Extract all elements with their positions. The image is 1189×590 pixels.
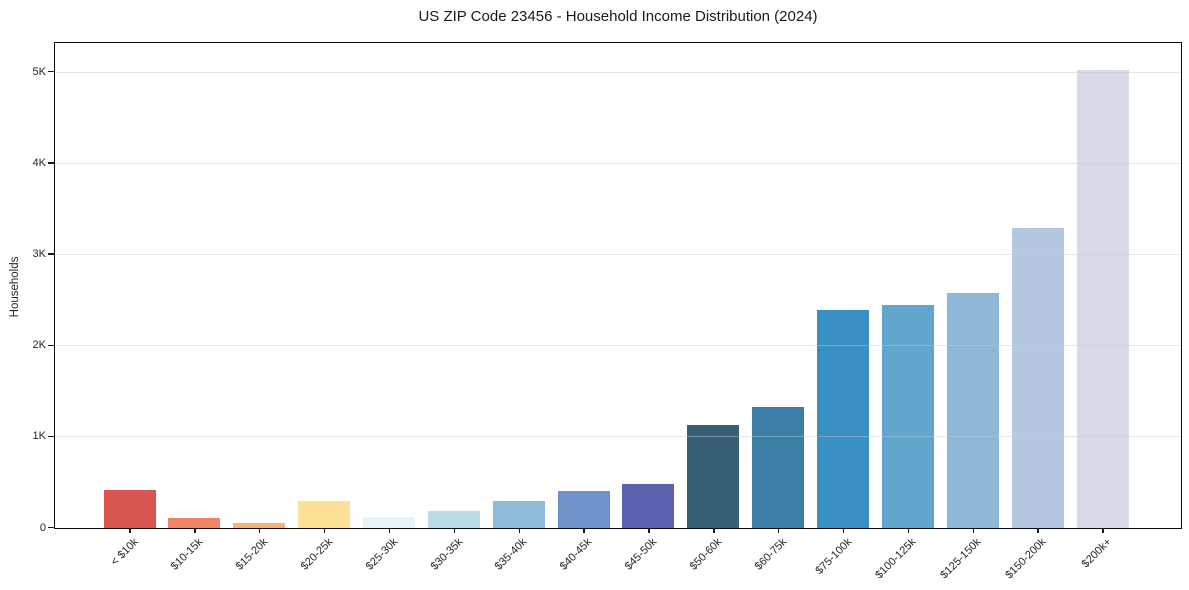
- gridline-4K: [55, 162, 1181, 164]
- x-tick-label: $75-100k: [813, 536, 855, 577]
- x-tick-mark: [518, 528, 520, 533]
- x-tick-mark: [842, 528, 845, 533]
- x-tick-mark: [323, 528, 326, 533]
- y-tick-mark: [48, 253, 54, 255]
- y-tick-mark: [48, 435, 54, 438]
- y-axis-label: Households: [9, 256, 21, 318]
- bar-0: [103, 489, 156, 528]
- x-tick-label: $150-200k: [1003, 536, 1049, 582]
- x-tick-mark: [388, 528, 391, 533]
- x-tick-label: $10-15k: [168, 536, 206, 573]
- x-tick-label: $40-45k: [557, 536, 595, 573]
- gridline-2K: [55, 345, 1181, 347]
- x-tick-mark: [259, 528, 261, 533]
- x-tick-label: $35-40k: [493, 536, 530, 573]
- bar-8: [622, 484, 675, 528]
- bar-4: [362, 517, 415, 528]
- x-tick-mark: [194, 528, 196, 533]
- x-tick-label: $50-60k: [687, 536, 725, 573]
- x-tick-label: $125-150k: [938, 536, 984, 582]
- y-tick-label: 2K: [32, 339, 46, 352]
- x-tick-mark: [648, 528, 650, 533]
- y-tick-mark: [48, 162, 54, 164]
- bar-3: [298, 501, 351, 528]
- x-tick-mark: [778, 528, 780, 533]
- x-tick-mark: [907, 528, 910, 533]
- x-tick-mark: [972, 528, 974, 533]
- x-tick-mark: [713, 528, 715, 533]
- bar-14: [1011, 228, 1064, 528]
- x-tick-mark: [453, 528, 456, 533]
- y-tick-label: 0: [39, 521, 46, 534]
- y-tick-mark: [48, 526, 54, 529]
- gridline-3K: [55, 254, 1181, 256]
- bar-6: [492, 500, 545, 528]
- bar-13: [946, 293, 999, 528]
- bar-7: [557, 490, 610, 528]
- x-tick-label: $25-30k: [363, 536, 400, 573]
- y-tick-label: 5K: [32, 65, 46, 78]
- bar-2: [233, 523, 286, 528]
- y-tick-label: 3K: [32, 248, 46, 261]
- bar-11: [817, 310, 870, 528]
- x-tick-label: $30-35k: [428, 536, 465, 573]
- bar-15: [1076, 69, 1129, 528]
- x-tick-label: $20-25k: [298, 536, 336, 573]
- bar-1: [168, 517, 221, 528]
- chart-title: US ZIP Code 23456 - Household Income Dis…: [418, 8, 818, 25]
- gridline-5K: [55, 71, 1181, 73]
- x-tick-label: $60-75k: [752, 536, 790, 573]
- x-tick-mark: [129, 528, 131, 533]
- x-tick-label: $45-50k: [622, 536, 660, 573]
- y-tick-mark: [48, 71, 54, 73]
- y-tick-label: 1K: [32, 430, 46, 443]
- gridline-1K: [55, 436, 1181, 438]
- bar-12: [881, 304, 934, 528]
- x-tick-mark: [1102, 528, 1104, 533]
- plot-area: [54, 42, 1182, 529]
- y-tick-mark: [48, 344, 54, 346]
- y-tick-label: 4K: [32, 156, 46, 169]
- bar-9: [687, 424, 740, 528]
- bar-10: [752, 407, 805, 528]
- x-tick-label: $15-20k: [233, 536, 271, 573]
- x-tick-label: $100-125k: [873, 536, 919, 582]
- x-tick-mark: [1037, 528, 1039, 533]
- x-tick-label: $200k+: [1079, 536, 1114, 571]
- bar-5: [427, 511, 480, 528]
- x-tick-label: < $10k: [108, 536, 141, 569]
- x-tick-mark: [583, 528, 585, 533]
